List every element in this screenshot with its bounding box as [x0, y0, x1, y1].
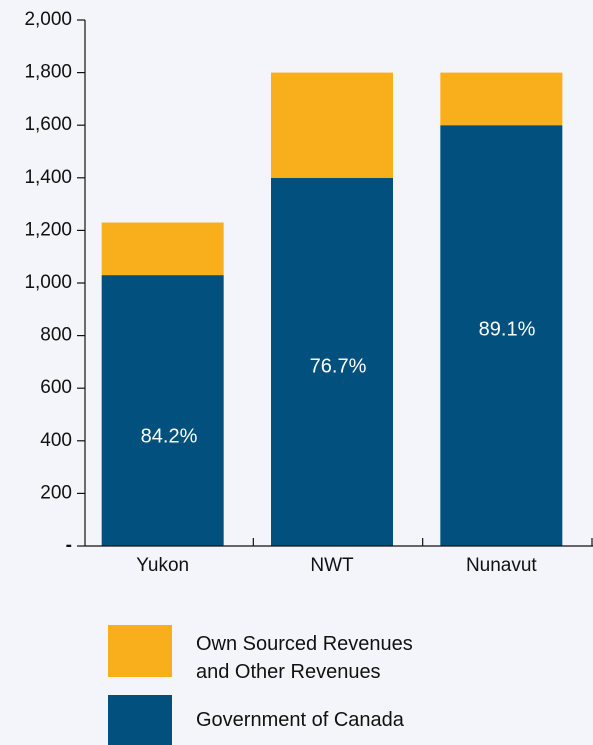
legend-swatch	[108, 625, 172, 677]
bar-segment	[101, 275, 224, 546]
bar-segment	[271, 72, 393, 178]
legend-label: Own Sourced Revenues and Other Revenues	[196, 633, 413, 683]
y-tick-label: -	[66, 535, 72, 556]
y-tick-label: 200	[40, 482, 72, 503]
legend-label: Government of Canada	[196, 709, 404, 731]
annotation: 76.7%	[310, 355, 367, 377]
y-tick-label: 1,200	[24, 219, 72, 240]
x-tick-label: Nunavut	[466, 555, 537, 576]
y-tick-label: 1,000	[24, 272, 72, 293]
y-tick-label: 1,800	[24, 62, 72, 83]
bar-segment	[271, 177, 393, 547]
y-tick-label: 800	[40, 325, 72, 346]
y-tick-label: 2,000	[24, 9, 72, 30]
bars	[101, 72, 563, 547]
y-tick-label: 1,600	[24, 114, 72, 135]
legend-swatch	[108, 695, 172, 745]
x-tick-label: NWT	[310, 555, 354, 576]
annotation: 89.1%	[479, 318, 536, 340]
bar-segment	[440, 125, 563, 546]
bar-segment	[101, 222, 224, 276]
y-tick-label: 1,400	[24, 167, 72, 188]
y-tick-label: 600	[40, 377, 72, 398]
annotation: 84.2%	[141, 425, 198, 447]
x-tick-label: Yukon	[136, 555, 189, 576]
y-tick-label: 400	[40, 430, 72, 451]
bar-segment	[440, 72, 563, 126]
